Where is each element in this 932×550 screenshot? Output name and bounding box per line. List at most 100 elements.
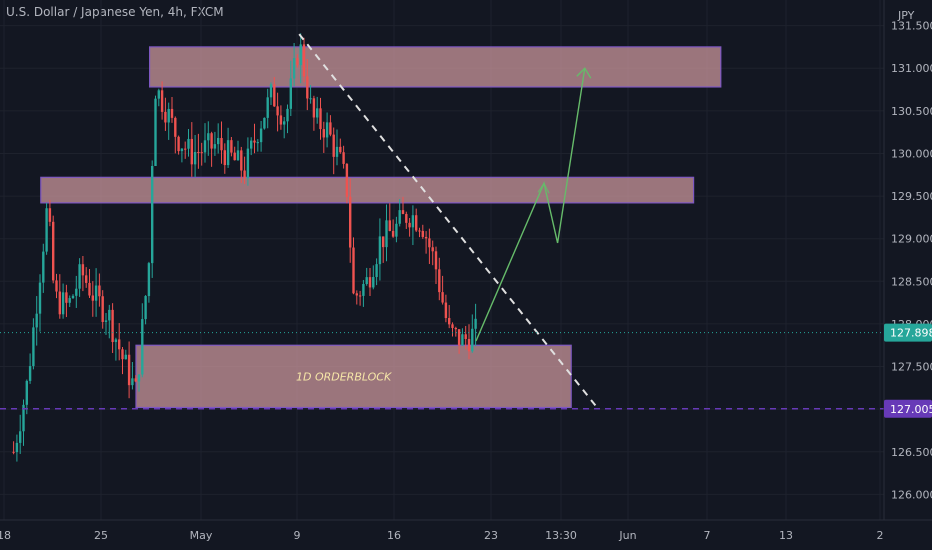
time-tick-label: May xyxy=(190,529,213,542)
projection-arrow xyxy=(475,68,586,342)
candle-body xyxy=(114,339,118,343)
projection-arrowhead xyxy=(576,67,592,79)
candle-body xyxy=(365,277,368,285)
candle-body xyxy=(457,329,461,346)
candle-body xyxy=(431,247,434,252)
candle-body xyxy=(121,349,124,360)
candle-body xyxy=(65,292,68,303)
time-tick-label: Jun xyxy=(618,529,636,542)
price-tick-label: 130.500 xyxy=(891,105,932,118)
candle-body xyxy=(329,122,332,135)
candle-body xyxy=(461,334,464,346)
candle-body xyxy=(151,166,154,264)
candle-body xyxy=(217,138,220,145)
candle-body xyxy=(441,292,444,303)
candle-body xyxy=(349,196,352,248)
candle-body xyxy=(160,90,164,112)
candle-body xyxy=(19,431,22,443)
candle-body xyxy=(230,140,233,153)
candle-body xyxy=(12,451,15,453)
time-tick-label: 18 xyxy=(0,529,11,542)
time-tick-label: 23 xyxy=(484,529,498,542)
candle-body xyxy=(187,138,190,149)
time-tick-label: 16 xyxy=(387,529,401,542)
candle-body xyxy=(372,277,375,288)
candle-body xyxy=(391,230,395,237)
candle-body xyxy=(223,150,226,166)
candle-body xyxy=(52,221,55,281)
candle-body xyxy=(375,264,378,278)
candle-body xyxy=(207,133,210,141)
candle-body xyxy=(246,148,250,179)
candle-body xyxy=(471,328,474,352)
candle-body xyxy=(259,128,263,143)
candle-body xyxy=(335,146,339,157)
candle-body xyxy=(339,146,342,153)
candle-body xyxy=(38,282,42,314)
candle-body xyxy=(395,223,398,237)
candle-body xyxy=(45,208,48,252)
time-tick-label: 25 xyxy=(94,529,108,542)
candle-body xyxy=(243,170,246,179)
candle-body xyxy=(164,111,167,123)
candle-body xyxy=(438,269,441,293)
candle-body xyxy=(174,117,177,137)
candle-body xyxy=(299,44,302,66)
candle-body xyxy=(292,58,296,79)
candle-body xyxy=(144,296,147,320)
last-price-badge-label: 127.898 xyxy=(890,327,932,340)
candle-body xyxy=(108,309,111,321)
candle-body xyxy=(279,115,283,125)
time-tick-label: 7 xyxy=(704,529,711,542)
candle-body xyxy=(154,98,157,167)
candle-body xyxy=(398,210,401,224)
candle-body xyxy=(71,295,75,299)
candle-body xyxy=(134,378,137,382)
candle-body xyxy=(220,138,223,151)
candle-body xyxy=(401,210,405,214)
candle-body xyxy=(411,215,415,228)
candle-body xyxy=(421,230,424,237)
candle-body xyxy=(306,76,309,99)
candle-body xyxy=(236,150,240,161)
projection-mid-arrowhead xyxy=(537,182,550,194)
candle-body xyxy=(434,251,438,270)
candle-body xyxy=(226,140,230,166)
candle-body xyxy=(451,324,454,328)
price-tick-label: 128.500 xyxy=(891,275,932,288)
candle-body xyxy=(302,44,306,77)
price-tick-label: 129.000 xyxy=(891,233,932,246)
candle-body xyxy=(213,144,217,149)
candle-body xyxy=(289,78,292,109)
candle-body xyxy=(78,264,81,289)
candle-body xyxy=(61,292,65,315)
candle-body xyxy=(75,288,78,296)
candle-body xyxy=(428,238,431,248)
candle-body xyxy=(388,220,391,231)
candle-body xyxy=(32,327,35,367)
candle-body xyxy=(184,148,187,150)
candle-body xyxy=(157,90,160,99)
candle-body xyxy=(378,236,382,265)
candle-body xyxy=(316,108,319,118)
price-axis-unit: JPY xyxy=(897,9,915,22)
candle-body xyxy=(266,97,269,118)
candle-body xyxy=(273,84,276,107)
candle-body xyxy=(147,263,151,297)
candle-body xyxy=(203,140,207,153)
zone-box-1 xyxy=(149,46,722,88)
candle-body xyxy=(58,291,61,315)
candle-body xyxy=(81,264,85,276)
level-badge-label: 127.005 xyxy=(890,403,932,416)
candle-body xyxy=(352,247,355,294)
candle-body xyxy=(474,318,477,329)
candle-body xyxy=(269,84,273,98)
candle-body xyxy=(405,213,408,223)
candle-body xyxy=(88,282,91,296)
candle-body xyxy=(332,134,335,157)
candle-body xyxy=(286,108,289,122)
candle-body xyxy=(358,295,362,297)
candle-body xyxy=(85,275,88,283)
candle-body xyxy=(104,320,108,322)
